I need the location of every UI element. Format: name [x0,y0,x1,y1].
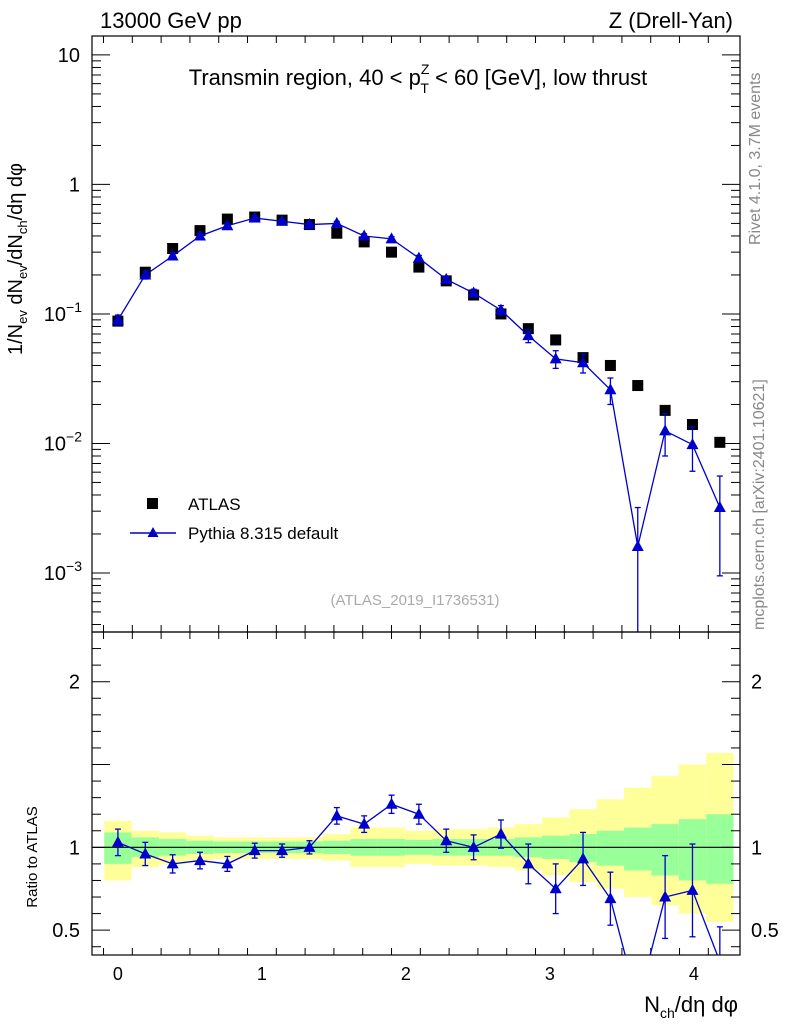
atlas-point [358,236,370,248]
rivet-label: Rivet 4.1.0, 3.7M events [747,72,764,245]
x-tick-label: 1 [257,964,267,984]
ratio-point [659,890,672,902]
ratio-y-axis-label: Ratio to ATLAS [24,806,41,907]
atlas-point [221,213,233,225]
mc-point [111,313,124,325]
atlas-series [112,211,726,448]
main-y-axis-label: 1/Nev dNev/dNch/dη dφ [5,163,30,355]
ratio-point [330,809,343,821]
mc-series [111,211,726,632]
ratio-point [494,827,507,839]
main-y-tick-label: 10 [58,45,80,67]
ratio-point [440,834,453,846]
uncertainty-bands [104,752,734,922]
ratio-point [686,883,699,895]
atlas-point [331,227,343,239]
ratio-point [358,817,371,829]
ratio-frame [91,631,741,956]
process-label: Z (Drell-Yan) [609,8,733,33]
mc-point [358,229,371,241]
main-y-tick-label: 10−1 [44,299,82,326]
ratio-point [303,840,316,852]
mc-point [303,218,316,230]
mcplots-label: mcplots.cern.ch [arXiv:2401.10621] [751,379,768,630]
legend-mc-label: Pythia 8.315 default [188,524,339,543]
ratio-series [111,794,723,955]
ratio-point [248,844,261,856]
ratio-point [111,835,124,847]
mc-point [221,219,234,231]
x-tick-label: 0 [113,964,123,984]
ratio-point [604,892,617,904]
ratio-point [549,882,562,894]
ratio-y-tick-label-right: 1 [751,837,762,859]
ratio-point [385,797,398,809]
ratio-point [221,857,234,869]
mc-point [522,329,535,341]
mc-point [194,229,206,241]
inner-band-bin [596,830,625,866]
atlas-point [550,334,562,346]
inner-band-bin [624,827,652,871]
ratio-point [522,857,535,869]
mc-point [412,251,425,263]
main-y-tick-label: 10−3 [44,558,82,585]
atlas-point [632,380,644,392]
atlas-point [714,436,726,448]
x-tick-label: 3 [545,964,555,984]
ratio-panel: Ratio to ATLAS Nch/dη dφ 0 1 2 3 4 2 2 1 1 0.5 0.5 [24,631,779,1021]
mc-point [276,214,289,226]
atlas-point [686,419,698,431]
ratio-point [139,847,152,859]
inner-band-bin [706,814,734,884]
ratio-point [276,844,289,856]
mc-point [330,216,343,228]
mc-point [166,249,179,261]
atlas-point [604,359,616,371]
atlas-point [413,261,425,273]
ratio-point [467,840,480,852]
legend: ATLAS Pythia 8.315 default [130,495,339,543]
x-axis-label: Nch/dη dφ [644,992,738,1021]
ratio-y-tick-label-right: 2 [751,672,762,694]
ratio-point [577,852,590,864]
mc-point [577,356,590,368]
legend-atlas-marker [147,498,158,509]
mc-point [686,438,699,450]
ratio-y-tick-label: 1 [69,837,80,859]
x-tick-label: 2 [401,964,411,984]
mc-point [659,424,672,436]
mc-point [494,303,507,315]
mc-point [440,272,453,284]
ratio-point [166,857,179,869]
legend-mc-marker [147,527,159,537]
mc-point [549,352,562,364]
mc-point [385,232,398,244]
ratio-point [412,807,425,819]
mc-point [467,286,480,298]
ratio-y-tick-label-right: 0.5 [751,920,779,942]
ratio-y-tick-label: 2 [69,672,80,694]
plot-title: Transmin region, 40 < pZ T < 60 [GeV], lo… [189,61,648,96]
main-y-tick-label: 1 [69,174,80,196]
mc-point [248,211,261,223]
main-y-tick-label: 10−2 [44,428,82,455]
mc-point [139,268,152,280]
energy-label: 13000 GeV pp [100,8,242,33]
reference-label: (ATLAS_2019_I1736531) [330,592,499,609]
mc-point [713,501,726,513]
x-tick-label: 4 [689,964,699,984]
ratio-y-tick-label: 0.5 [52,920,80,942]
mc-point [604,383,617,395]
atlas-point [167,243,179,255]
atlas-point [522,323,534,335]
atlas-point [659,404,671,416]
atlas-point [386,246,398,258]
ratio-point [194,854,206,866]
legend-atlas-label: ATLAS [188,495,241,514]
main-panel: Transmin region, 40 < pZ T < 60 [GeV], lo… [5,35,741,633]
mc-point [631,540,644,552]
